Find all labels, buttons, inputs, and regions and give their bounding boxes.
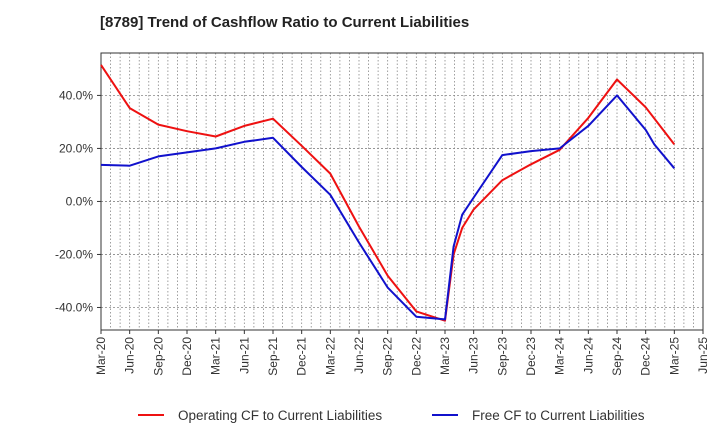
x-tick-label: Jun-23 bbox=[467, 337, 481, 374]
x-tick-label: Jun-22 bbox=[352, 337, 366, 374]
x-tick-label: Sep-22 bbox=[381, 337, 395, 376]
x-tick-label: Dec-23 bbox=[524, 337, 538, 376]
x-tick-label: Jun-24 bbox=[581, 337, 595, 374]
x-tick-label: Sep-20 bbox=[151, 337, 165, 376]
x-tick-label: Dec-21 bbox=[295, 337, 309, 376]
y-tick-label: 0.0% bbox=[66, 194, 94, 208]
series-line-operating-cf bbox=[100, 64, 676, 322]
x-tick-label: Jun-21 bbox=[237, 337, 251, 374]
x-tick-label: Jun-20 bbox=[123, 337, 137, 374]
x-tick-label: Dec-22 bbox=[409, 337, 423, 376]
legend-swatch-operating-cf bbox=[138, 414, 164, 416]
x-tick-label: Jun-25 bbox=[696, 337, 710, 374]
x-tick-label: Sep-21 bbox=[266, 337, 280, 376]
x-tick-label: Dec-24 bbox=[639, 337, 653, 376]
legend-label-free-cf: Free CF to Current Liabilities bbox=[472, 407, 645, 423]
legend-item-free-cf: Free CF to Current Liabilities bbox=[432, 404, 645, 426]
legend-swatch-free-cf bbox=[432, 414, 458, 416]
y-tick-label: -20.0% bbox=[55, 247, 93, 261]
plot-area-frame bbox=[100, 52, 704, 331]
x-tick-label: Mar-23 bbox=[438, 337, 452, 375]
x-tick-label: Sep-24 bbox=[610, 337, 624, 376]
legend-label-operating-cf: Operating CF to Current Liabilities bbox=[178, 407, 383, 423]
x-tick-label: Mar-22 bbox=[323, 337, 337, 375]
y-tick-label: 40.0% bbox=[59, 88, 93, 102]
series-line-free-cf bbox=[100, 94, 676, 321]
y-tick-label: -40.0% bbox=[55, 300, 93, 314]
legend: Operating CF to Current Liabilities Free… bbox=[0, 404, 720, 426]
grid-lines bbox=[101, 53, 703, 330]
x-axis-ticks: Mar-20 Jun-20 Sep-20 Dec-20 Mar-21 Jun-21 Sep-… bbox=[94, 330, 710, 376]
series-lines bbox=[100, 64, 676, 322]
x-tick-label: Sep-23 bbox=[495, 337, 509, 376]
y-axis-ticks: 40.0% 20.0% 0.0% -20.0% -40.0% bbox=[55, 88, 101, 314]
y-tick-label: 20.0% bbox=[59, 141, 93, 155]
chart-title: [8789] Trend of Cashflow Ratio to Curren… bbox=[100, 14, 470, 31]
x-tick-label: Mar-21 bbox=[209, 337, 223, 375]
x-tick-label: Mar-25 bbox=[667, 337, 681, 375]
x-tick-label: Mar-24 bbox=[553, 337, 567, 375]
x-tick-label: Dec-20 bbox=[180, 337, 194, 376]
x-tick-label: Mar-20 bbox=[94, 337, 108, 375]
legend-item-operating-cf: Operating CF to Current Liabilities bbox=[138, 404, 382, 426]
